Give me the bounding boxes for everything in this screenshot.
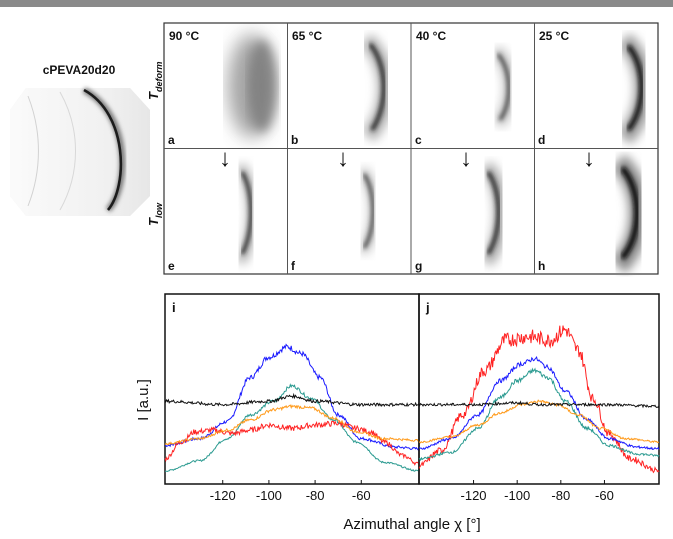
temp-label-65: 65 °C — [292, 29, 322, 43]
row-label-deform-main: T — [146, 91, 161, 100]
pattern-b — [360, 34, 394, 142]
plot-i-x-tick-label: -100 — [256, 488, 282, 503]
pattern-a — [228, 34, 276, 138]
row-label-low-main: T — [146, 217, 161, 226]
plot-i-x-tick-label: -120 — [210, 488, 236, 503]
down-arrow-icon: ↓ — [583, 145, 595, 172]
sample-pattern — [10, 87, 150, 216]
plot-i-x-tick-label: -80 — [306, 488, 325, 503]
row-label-deform: Tdeform — [146, 62, 164, 100]
plot-i-series-line-3 — [164, 419, 420, 466]
pattern-grid: 90 °C 65 °C 40 °C 25 °C a b c d e f g h … — [163, 22, 659, 275]
pattern-f — [357, 166, 379, 256]
panel-letter-b: b — [291, 133, 298, 147]
plot-i-series-line-4 — [164, 404, 420, 446]
plot-panel-i: i -120 -100 -80 -60 — [164, 293, 420, 503]
plot-j-series-line-5 — [418, 400, 660, 409]
row-label-low: Tlow — [146, 202, 164, 226]
sample-label: cPEVA20d20 — [43, 63, 116, 77]
panel-letter-c: c — [415, 133, 422, 147]
down-arrow-icon: ↓ — [460, 145, 472, 172]
plot-j-x-tick-label: -100 — [504, 488, 530, 503]
x-axis-label: Azimuthal angle χ [°] — [343, 516, 480, 533]
pattern-d — [617, 33, 653, 145]
row-label-low-sub: low — [154, 202, 164, 218]
temp-label-90: 90 °C — [169, 29, 199, 43]
plot-frame-j — [418, 293, 660, 485]
plot-letter-i: i — [172, 300, 176, 315]
plot-i-series-line-5 — [164, 392, 420, 408]
plot-i-x-ticks: -120 -100 -80 -60 — [210, 480, 371, 503]
panel-letter-h: h — [538, 259, 545, 273]
pattern-c — [491, 45, 516, 128]
down-arrow-icon: ↓ — [337, 145, 349, 172]
plot-i-series — [164, 343, 420, 473]
panel-letter-e: e — [168, 259, 175, 273]
plot-j-series-line-3 — [418, 367, 660, 462]
y-axis-label: I [a.u.] — [135, 379, 152, 421]
plot-j-x-tick-label: -80 — [551, 488, 570, 503]
y-axis-label-text: I [a.u.] — [135, 379, 152, 421]
plot-j-series — [418, 325, 660, 474]
temp-label-40: 40 °C — [416, 29, 446, 43]
temp-label-25: 25 °C — [539, 29, 569, 43]
panel-letter-d: d — [538, 133, 545, 147]
row-label-deform-sub: deform — [154, 62, 164, 93]
plot-j-x-ticks: -120 -100 -80 -60 — [461, 480, 614, 503]
plot-panel-j: j -120 -100 -80 -60 — [418, 293, 660, 503]
down-arrow-icon: ↓ — [219, 145, 231, 172]
panel-letter-g: g — [415, 259, 422, 273]
plot-j-x-tick-label: -120 — [461, 488, 487, 503]
plot-j-series-line-4 — [418, 399, 660, 444]
svg-text:Tdeform: Tdeform — [146, 62, 164, 100]
plot-j-series-line-1 — [418, 325, 660, 474]
panel-letter-a: a — [168, 133, 175, 147]
top-rule — [0, 0, 673, 7]
plot-i-series-line-1 — [164, 343, 420, 451]
pattern-e — [235, 163, 257, 265]
plot-j-x-tick-label: -60 — [595, 488, 614, 503]
pattern-g — [480, 161, 508, 267]
plot-frame-i — [164, 293, 420, 485]
panel-letter-f: f — [291, 259, 296, 273]
plot-i-x-tick-label: -60 — [352, 488, 371, 503]
plot-i-series-line-2 — [164, 383, 420, 473]
svg-text:Tlow: Tlow — [146, 202, 164, 226]
plot-letter-j: j — [425, 300, 430, 315]
pattern-h — [610, 154, 649, 274]
